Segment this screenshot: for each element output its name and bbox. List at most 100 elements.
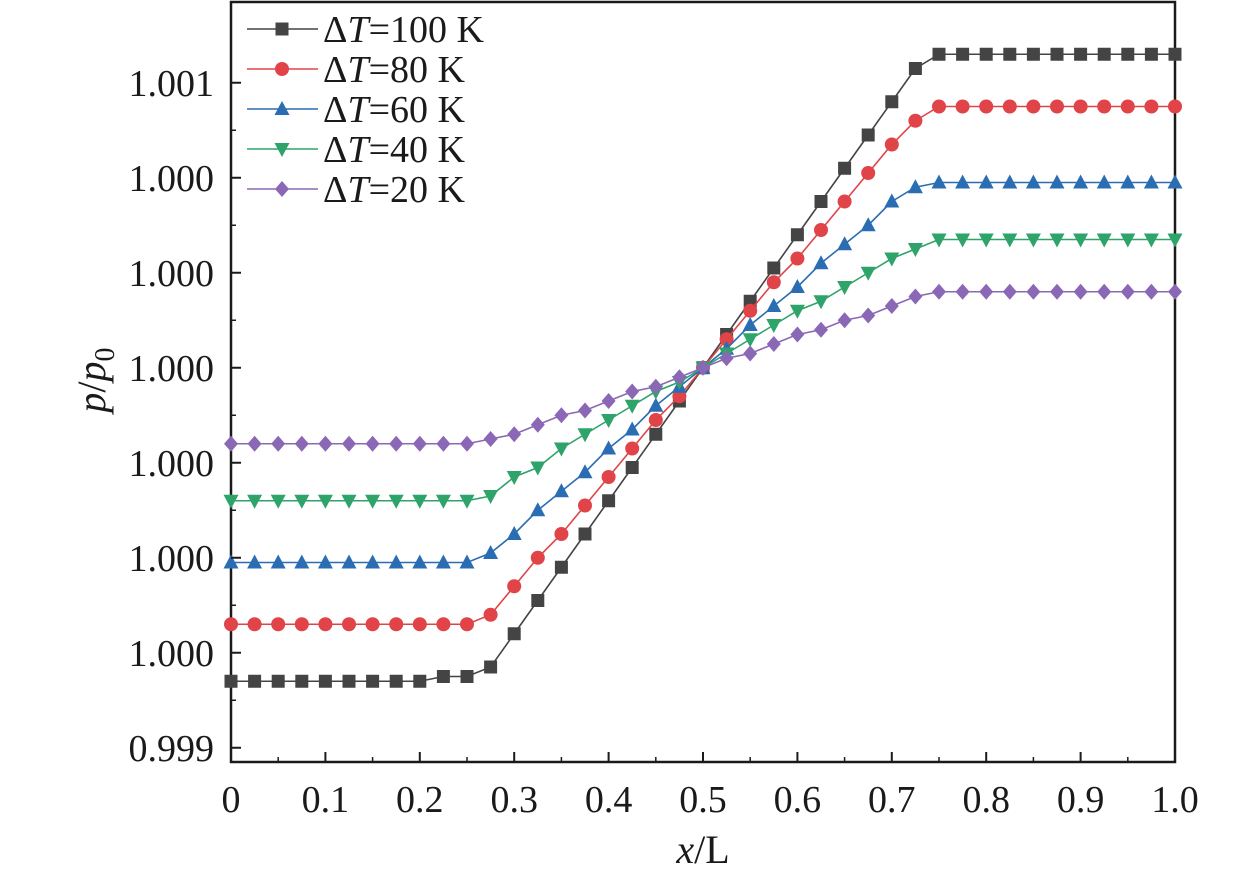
data-point [956,47,970,61]
data-point [625,441,640,456]
data-point [931,233,947,248]
data-point [506,526,522,540]
data-point [507,579,522,594]
data-point [767,261,781,275]
data-point [531,594,545,607]
data-point [978,174,994,189]
data-point [294,617,309,632]
data-point [1120,174,1136,189]
y-tick-label: 1.000 [129,633,215,675]
data-point [908,288,923,305]
data-point [224,617,238,632]
data-point [932,99,946,114]
series-group [223,47,1183,688]
data-point [814,195,828,208]
data-point [625,383,640,400]
data-point [1003,47,1017,61]
data-point [271,617,286,632]
legend-item: ΔT=20 K [247,169,466,211]
data-point [1096,233,1112,248]
data-point [412,435,427,452]
data-point [719,332,734,347]
x-tick-label: 0.9 [1057,779,1105,821]
data-point [860,266,876,281]
x-tick-label: 0.2 [396,779,444,821]
data-point [624,399,640,414]
data-point [460,670,474,683]
data-point [578,402,592,419]
data-point [247,494,263,509]
data-point [483,607,498,622]
legend-label: ΔT=20 K [323,169,466,211]
legend: ΔT=100 KΔT=80 KΔT=60 KΔT=40 KΔT=20 K [247,9,485,211]
data-point [789,304,805,319]
data-point [436,617,451,632]
legend-item: ΔT=100 K [247,9,485,51]
data-point [696,359,710,376]
legend-marker [274,101,290,115]
data-point [459,494,475,509]
data-point [602,494,616,508]
data-point [837,236,853,251]
data-point [789,279,805,293]
data-point [271,674,285,688]
data-point [271,435,286,452]
data-point [530,461,546,476]
data-point [884,298,899,314]
data-point [860,217,876,232]
data-point [530,416,545,433]
data-point [1097,283,1112,300]
data-point [1168,99,1182,114]
legend-label: ΔT=80 K [323,49,466,91]
data-point [1144,47,1158,61]
x-tick-label: 0.5 [679,779,727,821]
data-point [483,431,498,447]
data-point [1096,174,1112,189]
data-point [483,490,499,504]
data-point [247,554,263,569]
data-point [743,303,758,318]
x-tick-label: 0.8 [962,779,1010,821]
data-point [978,233,994,248]
legend-item: ΔT=80 K [247,49,466,91]
data-point [435,554,451,569]
data-point [601,414,617,428]
data-point [578,498,592,513]
data-point [884,252,900,267]
data-point [1025,233,1041,248]
y-tick-label: 1.000 [129,158,215,200]
data-point [413,674,427,688]
data-point [459,554,475,569]
data-point [318,435,333,452]
data-point [1050,99,1064,114]
y-tick-label: 1.000 [129,348,215,390]
data-point [601,440,617,455]
data-point [1073,99,1088,114]
data-point [436,670,450,683]
data-point [743,294,757,308]
data-point [1120,99,1135,114]
data-point [1002,99,1017,114]
data-point [932,47,946,61]
data-point [318,617,333,632]
x-tick-label: 0.7 [868,779,916,821]
data-point [507,426,522,443]
data-point [460,435,474,452]
data-point [955,99,970,114]
data-point [294,554,310,569]
data-point [294,494,310,509]
data-point [908,62,922,75]
data-point [1168,283,1182,300]
data-point [1167,174,1183,189]
data-point [979,99,994,114]
data-point [813,295,829,310]
data-point [341,554,357,569]
data-point [1144,283,1159,300]
series [224,283,1182,452]
data-point [672,369,687,386]
data-point [1050,47,1064,61]
data-point [1050,283,1064,300]
data-point [649,427,663,441]
data-point [979,47,993,61]
